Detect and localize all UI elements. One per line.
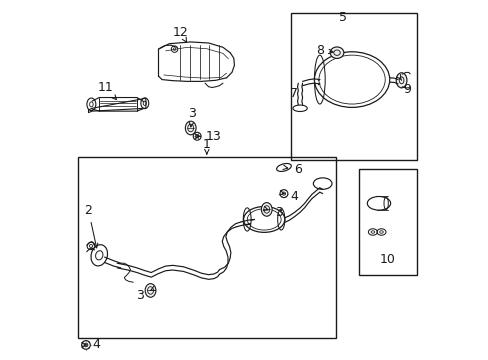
Text: 9: 9 — [396, 75, 411, 96]
Bar — [78, 157, 335, 338]
Bar — [359, 169, 416, 275]
Bar — [290, 13, 416, 160]
Text: 3: 3 — [188, 107, 196, 127]
Text: 11: 11 — [97, 81, 116, 99]
Text: 4: 4 — [279, 190, 298, 203]
Text: 3: 3 — [263, 206, 282, 220]
Text: 1: 1 — [203, 138, 210, 154]
Ellipse shape — [261, 203, 271, 216]
Text: 6: 6 — [283, 163, 302, 176]
Text: 2: 2 — [84, 204, 98, 248]
Text: 3: 3 — [136, 286, 155, 302]
Text: 12: 12 — [172, 26, 188, 42]
Ellipse shape — [145, 284, 156, 297]
Text: 8: 8 — [316, 44, 332, 57]
Text: 5: 5 — [338, 12, 346, 24]
Ellipse shape — [329, 47, 343, 58]
Text: 7: 7 — [289, 87, 297, 100]
Text: 10: 10 — [379, 253, 395, 266]
Text: 4: 4 — [81, 338, 101, 351]
Ellipse shape — [185, 121, 196, 135]
Ellipse shape — [395, 73, 406, 88]
Text: 13: 13 — [195, 130, 222, 143]
